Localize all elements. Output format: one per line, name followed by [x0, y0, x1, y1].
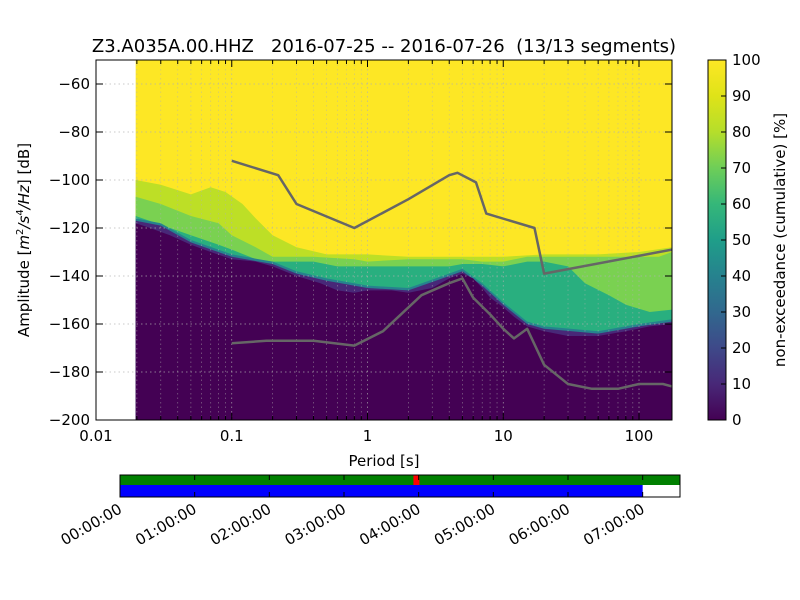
timeline-tick-label: 00:00:00 [58, 500, 125, 549]
colorbar-tick-label: 70 [732, 159, 751, 177]
timeline-tick-label: 07:00:00 [580, 500, 647, 549]
colorbar: 0 10 20 30 40 50 60 70 80 90 100 non-exceedance (c… [707, 51, 789, 429]
x-tick-label: 0.1 [220, 427, 244, 445]
timeline-tick-label: 03:00:00 [282, 500, 349, 549]
y-axis-ticks: −60 −80 −100 −120 −140 −160 −180 −200 [49, 75, 672, 429]
y-tick-label: −60 [58, 75, 90, 93]
timeline-tick-label: 01:00:00 [132, 500, 199, 549]
percentile-bands [135, 60, 672, 420]
colorbar-tick-label: 40 [732, 267, 751, 285]
colorbar-tick-label: 100 [732, 51, 761, 69]
y-tick-label: −180 [49, 363, 90, 381]
noise-model-lines [231, 159, 672, 391]
y-axis-label: Amplitude [m2/s4/Hz] [dB] [15, 143, 33, 337]
colorbar-ticks: 0 10 20 30 40 50 60 70 80 90 100 [721, 51, 761, 429]
y-label-part: s [15, 216, 33, 224]
coverage-bottom [120, 485, 643, 497]
colorbar-label: non-exceedance (cumulative) [%] [771, 113, 789, 367]
colorbar-tick-label: 60 [732, 195, 751, 213]
x-tick-label: 0.01 [79, 427, 112, 445]
colorbar-tick-label: 20 [732, 339, 751, 357]
coverage-top [120, 475, 680, 485]
y-label-part: m [15, 235, 33, 250]
y-label-part: 4 [15, 209, 26, 215]
y-label-part: Amplitude [ [15, 250, 33, 338]
timeline-tick-label: 04:00:00 [356, 500, 423, 549]
y-label-part: / [15, 222, 33, 231]
y-tick-label: −100 [49, 171, 90, 189]
y-label-part: / [15, 202, 33, 211]
colorbar-tick-label: 90 [732, 87, 751, 105]
noise-model-line [231, 159, 672, 275]
timeline-tick-label: 05:00:00 [431, 500, 498, 549]
timeline-tick-label: 02:00:00 [207, 500, 274, 549]
y-tick-label: −120 [49, 219, 90, 237]
x-tick-label: 100 [625, 427, 654, 445]
y-label-part: Hz [15, 184, 33, 204]
noise-model-line [231, 277, 672, 391]
plot-area: 0.01 0.1 1 10 100 −60 −80 −100 −120 −140 −160 −180… [49, 59, 673, 445]
y-tick-label: −80 [58, 123, 90, 141]
y-tick-label: −200 [49, 411, 90, 429]
colorbar-tick-label: 50 [732, 231, 751, 249]
colorbar-tick-label: 80 [732, 123, 751, 141]
plot-frame [95, 59, 673, 421]
x-tick-label: 10 [494, 427, 513, 445]
colorbar-tick-label: 30 [732, 303, 751, 321]
grid-lines [95, 60, 672, 421]
y-label-part: 2 [15, 229, 26, 235]
x-axis-label: Period [s] [348, 452, 419, 470]
timeline-tick-label: 06:00:00 [506, 500, 573, 549]
timeline: 00:00:00 01:00:00 02:00:00 03:00:00 04:00:00… [58, 474, 681, 549]
band-0-10 [135, 223, 672, 420]
y-tick-label: −160 [49, 315, 90, 333]
colorbar-tick-label: 10 [732, 375, 751, 393]
colorbar-tick-label: 0 [732, 411, 742, 429]
chart-title: Z3.A035A.00.HHZ 2016-07-25 -- 2016-07-26… [92, 36, 676, 57]
timeline-frame [119, 474, 681, 498]
timeline-bars [120, 475, 680, 497]
gap-marker [413, 475, 420, 485]
x-tick-label: 1 [363, 427, 373, 445]
y-label-part: ] [dB] [15, 143, 33, 185]
y-tick-label: −140 [49, 267, 90, 285]
x-axis-ticks: 0.01 0.1 1 10 100 [79, 60, 653, 445]
